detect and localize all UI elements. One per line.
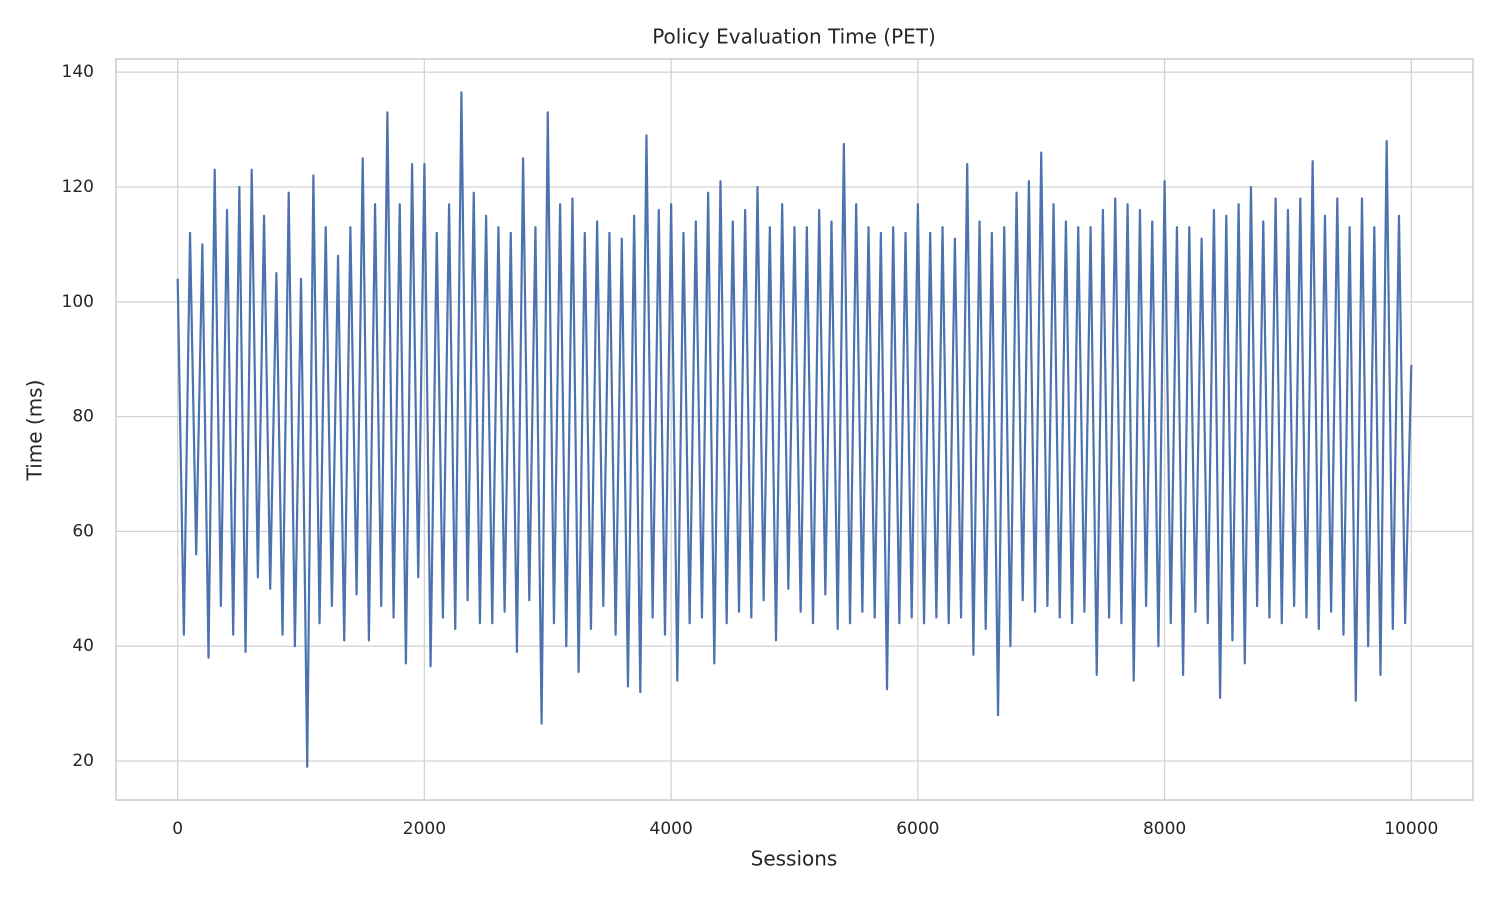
y-tick-label: 140 (62, 62, 94, 82)
x-axis-label: Sessions (751, 847, 838, 871)
x-tick-label: 2000 (403, 819, 446, 839)
plot-frame (115, 58, 1474, 801)
y-tick-label: 40 (72, 636, 94, 656)
y-tick-label: 120 (62, 177, 94, 197)
x-tick-label: 8000 (1143, 819, 1186, 839)
series-line (176, 91, 1413, 768)
x-tick-label: 6000 (896, 819, 939, 839)
x-tick-label: 10000 (1384, 819, 1438, 839)
x-tick-label: 0 (172, 819, 183, 839)
x-tick-label: 4000 (650, 819, 693, 839)
chart-title: Policy Evaluation Time (PET) (652, 25, 936, 49)
y-tick-label: 60 (72, 521, 94, 541)
y-tick-label: 100 (62, 292, 94, 312)
y-tick-label: 20 (72, 751, 94, 771)
y-axis-label: Time (ms) (23, 380, 47, 482)
y-tick-label: 80 (72, 407, 94, 427)
